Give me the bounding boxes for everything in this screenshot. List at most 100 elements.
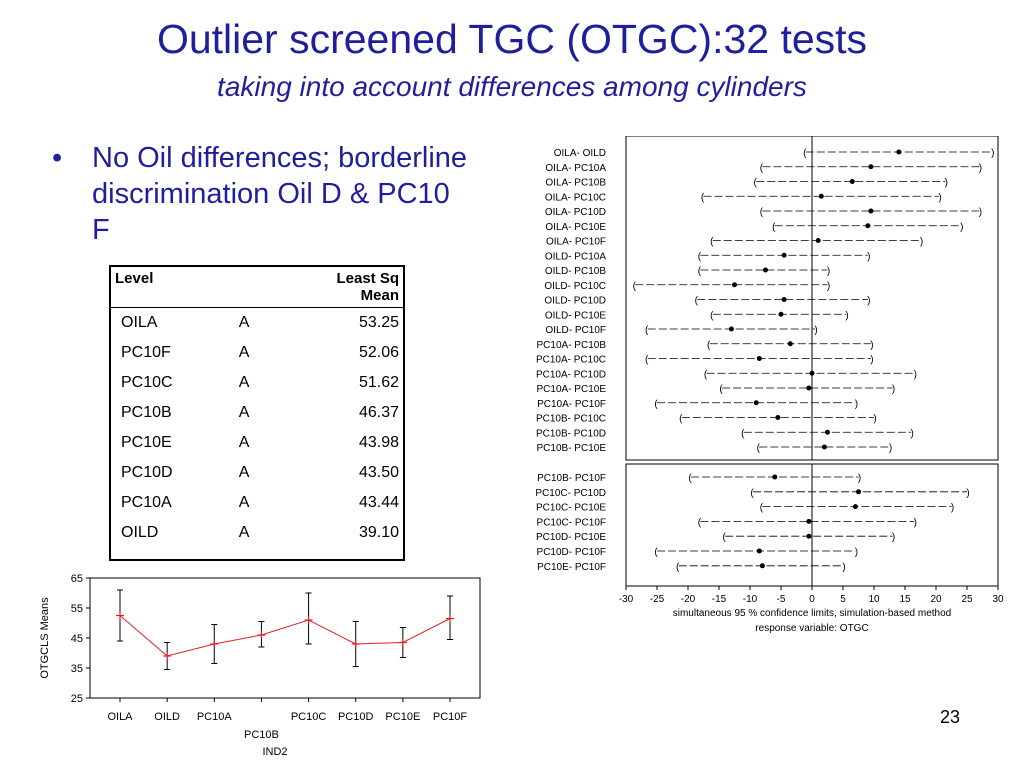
header-level: Level xyxy=(111,267,235,308)
header-mean: Least Sq Mean xyxy=(269,267,403,308)
estimate-point xyxy=(756,548,762,554)
interval-lower-bracket: ( xyxy=(710,237,714,248)
page-number: 23 xyxy=(940,707,961,727)
interval-upper-bracket: ) xyxy=(979,207,982,218)
header-mean-line2: Mean xyxy=(360,287,399,304)
comparison-label: OILD- PC10A xyxy=(545,251,606,262)
x-tick-label: 20 xyxy=(930,594,942,605)
interval-upper-bracket: ) xyxy=(870,340,873,351)
estimate-point xyxy=(775,415,781,420)
mean-cell: 43.98 xyxy=(358,434,399,451)
comparison-label: PC10E- PC10F xyxy=(537,562,606,573)
x-tick-label: PC10F xyxy=(433,711,468,723)
slide-title: Outlier screened TGC (OTGC):32 tests xyxy=(156,16,868,62)
interval-lower-bracket: ( xyxy=(688,473,692,484)
data-point-marker xyxy=(257,631,266,639)
x-tick-label: -30 xyxy=(619,594,634,605)
estimate-point xyxy=(787,341,793,347)
interval-upper-bracket: ) xyxy=(827,281,830,292)
data-point-marker xyxy=(304,616,313,624)
level-cell: PC10C xyxy=(121,374,173,391)
interval-lower-bracket: ( xyxy=(760,163,764,174)
level-cell: PC10E xyxy=(121,434,172,451)
interval-upper-bracket: ) xyxy=(914,369,917,380)
header-group xyxy=(234,267,270,308)
interval-upper-bracket: ) xyxy=(889,443,892,454)
group-cell: A xyxy=(238,464,250,481)
interval-upper-bracket: ) xyxy=(814,325,817,336)
interval-upper-bracket: ) xyxy=(938,192,941,203)
estimate-point xyxy=(756,356,762,361)
table-row: PC10E A 43.98 xyxy=(111,428,403,458)
interval-upper-bracket: ) xyxy=(920,237,923,248)
table-row: OILA A 53.25 xyxy=(111,308,403,339)
comparison-label: PC10D- PC10F xyxy=(537,547,606,558)
x-tick-label: 30 xyxy=(992,594,1004,605)
comparison-label: OILA- PC10E xyxy=(545,222,606,233)
interval-lower-bracket: ( xyxy=(754,178,758,189)
interval-upper-bracket: ) xyxy=(945,178,948,189)
interval-upper-bracket: ) xyxy=(855,399,858,410)
group-cell: A xyxy=(238,524,250,541)
data-point-marker xyxy=(210,640,219,648)
x-tick-label: -15 xyxy=(712,594,727,605)
comparison-label: PC10A- PC10C xyxy=(536,355,606,366)
interval-lower-bracket: ( xyxy=(750,488,754,499)
y-tick-label: 55 xyxy=(71,603,83,615)
estimate-point xyxy=(865,223,871,229)
interval-lower-bracket: ( xyxy=(654,399,658,410)
interval-upper-bracket: ) xyxy=(914,517,917,528)
lsmeans-table-body: OILA A 53.25 PC10F A 52.06 PC10C A 51.62 PC10B A 46… xyxy=(111,308,403,549)
x-tick-label: 15 xyxy=(899,594,911,605)
table-row: PC10D A 43.50 xyxy=(111,458,403,488)
interval-lower-bracket: ( xyxy=(679,414,683,425)
data-point-marker xyxy=(163,652,172,660)
mean-cell: 46.37 xyxy=(358,404,399,421)
data-point-marker xyxy=(116,611,124,620)
estimate-point xyxy=(849,179,855,184)
estimate-point xyxy=(778,311,784,317)
y-axis-label: OTGCLS Means xyxy=(39,597,51,679)
comparison-label: PC10A- PC10D xyxy=(536,369,606,380)
interval-lower-bracket: ( xyxy=(645,355,649,366)
estimate-point xyxy=(818,193,824,199)
x-tick-label: PC10D xyxy=(338,711,374,723)
interval-lower-bracket: ( xyxy=(707,340,711,351)
mean-cell: 39.10 xyxy=(358,524,399,541)
lsmeans-table-header: Level Least Sq Mean xyxy=(111,267,403,308)
x-tick-label: PC10E xyxy=(385,711,420,723)
x-tick-label: 25 xyxy=(961,594,973,605)
estimate-point xyxy=(781,252,787,258)
mean-cell: 43.44 xyxy=(358,494,399,511)
interval-lower-bracket: ( xyxy=(772,222,776,233)
lsmeans-line-chart: 25 35 45 55 65 OTGCLS Means OILA OILD PC10A PC10B… xyxy=(34,568,486,766)
estimate-point xyxy=(896,149,902,155)
interval-lower-bracket: ( xyxy=(719,384,723,395)
lsmeans-table: Level Least Sq Mean OILA A 53.25 PC10F A 52.0… xyxy=(109,265,405,561)
interval-lower-bracket: ( xyxy=(760,503,764,514)
interval-upper-bracket: ) xyxy=(951,503,954,514)
group-cell: A xyxy=(238,314,250,331)
comparison-label: OILA- PC10D xyxy=(545,207,606,218)
series-line xyxy=(119,615,451,657)
estimate-point xyxy=(753,400,759,406)
interval-lower-bracket: ( xyxy=(698,251,702,262)
interval-upper-bracket: ) xyxy=(892,384,895,395)
estimate-point xyxy=(759,563,765,569)
x-tick-label: OILD xyxy=(154,711,180,723)
interval-upper-bracket: ) xyxy=(855,547,858,558)
comparison-label: OILD- PC10E xyxy=(545,310,606,321)
comparison-label: OILD- PC10F xyxy=(545,325,606,336)
interval-lower-bracket: ( xyxy=(704,369,708,380)
interval-lower-bracket: ( xyxy=(741,428,745,439)
estimate-point xyxy=(825,429,830,435)
table-row: OILD A 39.10 xyxy=(111,518,403,548)
comparison-label: OILD- PC10D xyxy=(544,296,606,307)
x-tick-label: OILA xyxy=(107,711,133,723)
interval-lower-bracket: ( xyxy=(757,443,761,454)
group-cell: A xyxy=(238,374,250,391)
y-tick-label: 25 xyxy=(71,693,83,705)
bullet-dot-icon: • xyxy=(52,142,63,174)
interval-lower-bracket: ( xyxy=(654,547,658,558)
interval-upper-bracket: ) xyxy=(842,562,845,573)
